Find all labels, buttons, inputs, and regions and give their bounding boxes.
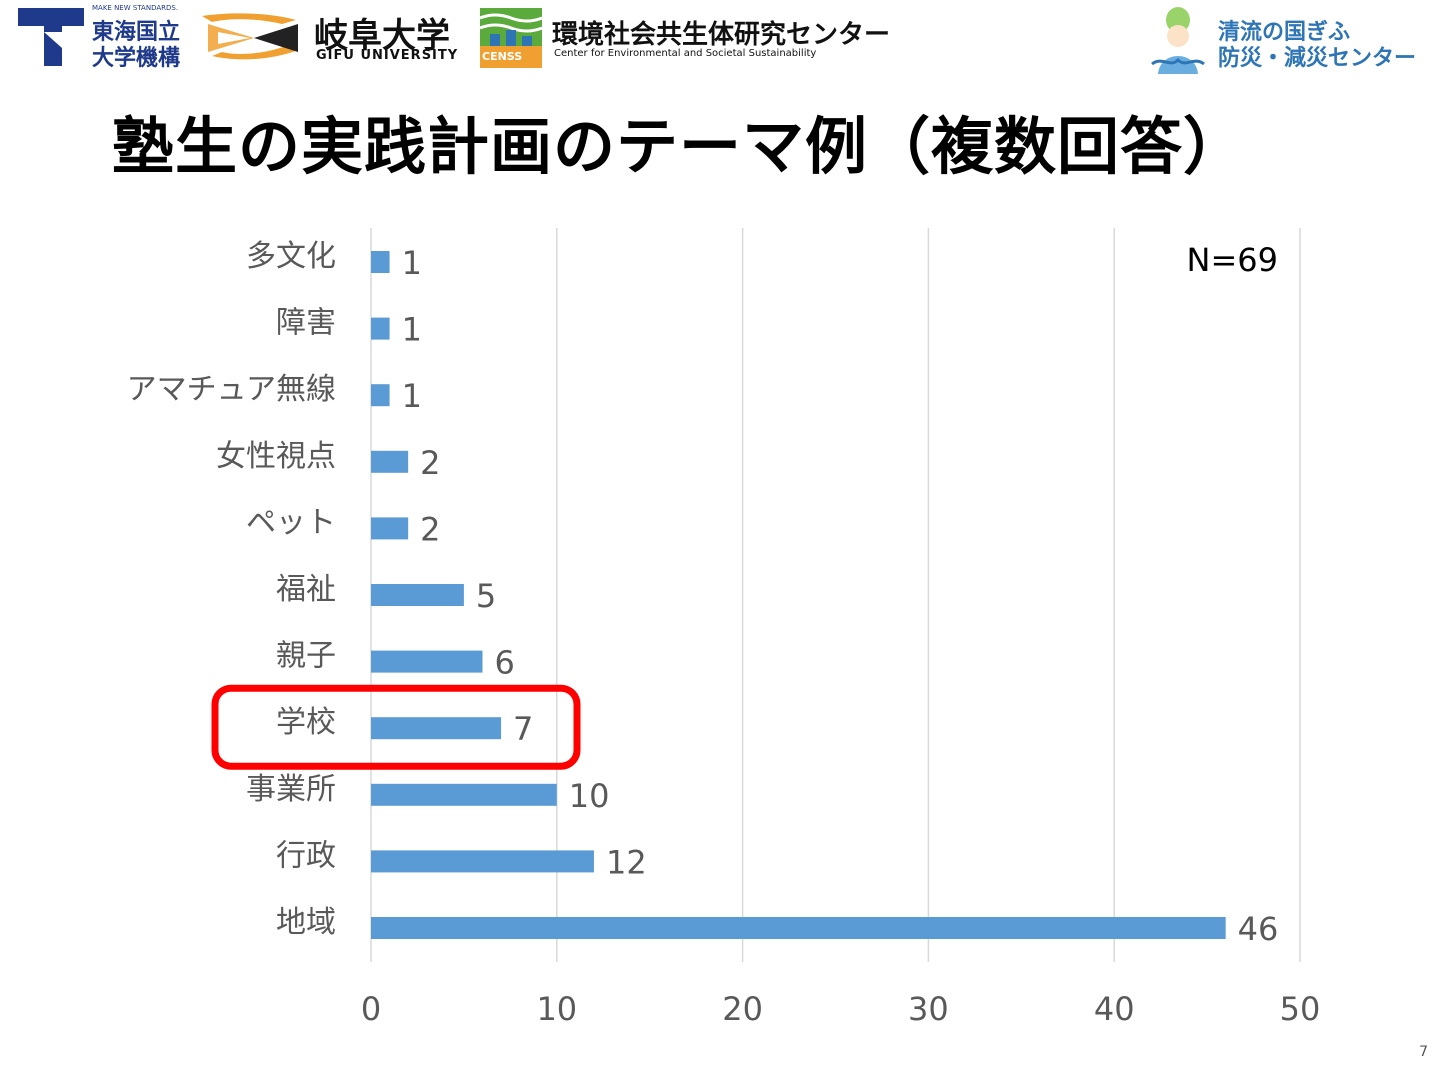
censs-name-en: Center for Environmental and Societal Su…	[554, 48, 817, 59]
center-name-line2: 防災・減災センター	[1218, 46, 1417, 71]
mascot-icon	[1151, 7, 1205, 74]
data-label: 10	[569, 777, 610, 815]
category-label: ペット	[246, 505, 336, 540]
bar	[371, 584, 464, 606]
category-label: 女性視点	[216, 439, 336, 474]
x-tick-label: 40	[1094, 990, 1135, 1028]
data-label: 5	[476, 577, 496, 615]
category-label: 親子	[276, 639, 336, 674]
bar	[371, 251, 390, 273]
tokai-name-line1: 東海国立	[92, 20, 181, 45]
data-label: 46	[1238, 910, 1279, 948]
bar	[371, 917, 1226, 939]
data-label: 1	[402, 377, 422, 415]
gifu-name: 岐阜大学	[314, 16, 450, 56]
highlight-box	[211, 684, 581, 770]
x-tick-label: 50	[1280, 990, 1321, 1028]
category-label: アマチュア無線	[127, 372, 336, 407]
category-label: 地域	[276, 905, 336, 940]
category-label: 事業所	[246, 772, 336, 807]
bar	[371, 517, 409, 540]
bar	[371, 783, 557, 806]
center-name-line1: 清流の国ぎふ	[1218, 20, 1351, 45]
sample-size-annotation: N=69	[1187, 241, 1278, 279]
tokai-tagline: MAKE NEW STANDARDS.	[92, 4, 179, 12]
category-label: 多文化	[246, 239, 336, 274]
x-tick-label: 0	[361, 990, 381, 1028]
gifu-logo-mark	[202, 13, 298, 60]
data-label: 1	[402, 244, 422, 282]
censs-name: 環境社会共生体研究センター	[552, 20, 891, 50]
bar	[371, 650, 483, 673]
bar	[371, 450, 409, 473]
data-label: 1	[402, 311, 422, 349]
category-label: 学校	[276, 705, 336, 740]
category-label: 福祉	[276, 572, 336, 607]
x-tick-label: 10	[536, 990, 577, 1028]
data-label: 2	[420, 510, 440, 548]
x-tick-label: 20	[722, 990, 763, 1028]
bar	[371, 384, 390, 407]
bar	[371, 850, 594, 873]
data-label: 7	[513, 710, 533, 748]
tokai-logo-mark	[18, 8, 84, 66]
bar	[371, 317, 390, 340]
category-label: 障害	[276, 306, 336, 341]
censs-logo-mark	[480, 8, 542, 68]
data-label: 2	[420, 444, 440, 482]
data-label: 12	[606, 843, 647, 881]
page-number: 7	[1419, 1044, 1428, 1060]
header-logos: MAKE NEW STANDARDS. 東海国立 大学機構 岐阜大学 GIFU …	[0, 0, 1440, 84]
gifu-name-en: GIFU UNIVERSITY	[316, 48, 459, 63]
censs-badge: CENSS	[482, 50, 523, 63]
category-label: 行政	[276, 838, 336, 873]
slide-title: 塾生の実践計画のテーマ例（複数回答）	[112, 110, 1247, 183]
tokai-name-line2: 大学機構	[92, 46, 181, 71]
data-label: 6	[494, 644, 514, 682]
x-tick-label: 30	[908, 990, 949, 1028]
bar	[371, 717, 502, 740]
